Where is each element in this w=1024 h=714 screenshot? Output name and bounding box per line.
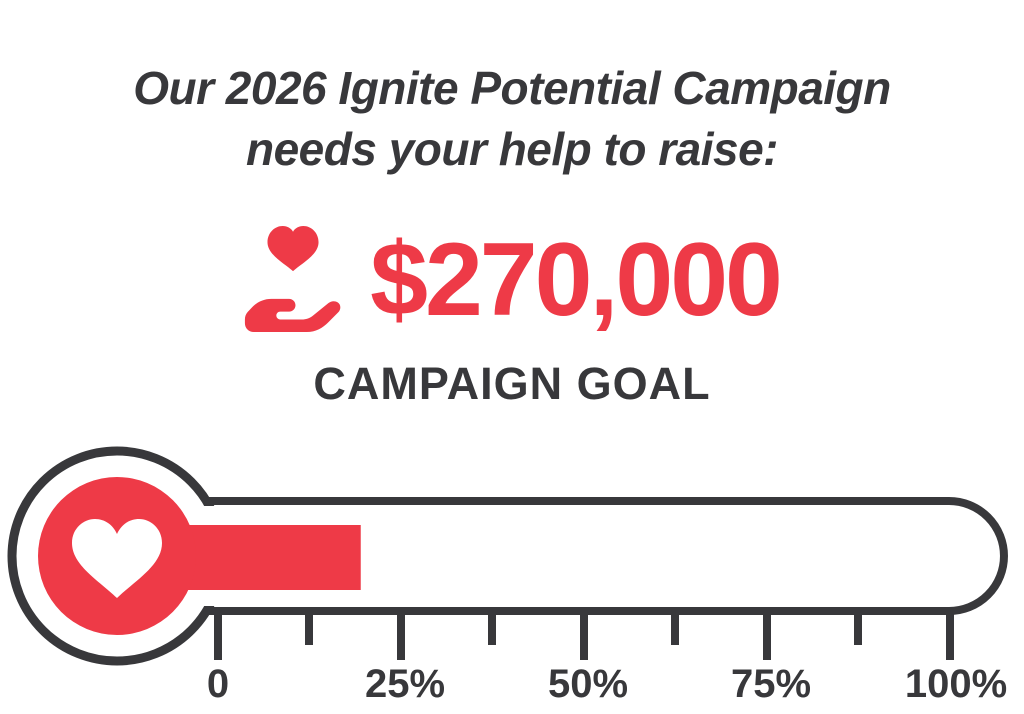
heart-glyph [267,226,319,272]
axis-label-100: 100% [905,662,1007,704]
thermometer-chart: 0 25% 50% 75% 100% [7,446,1008,704]
goal-amount: $270,000 [370,222,783,338]
axis-label-50: 50% [548,662,628,704]
campaign-title-line2: needs your help to raise: [246,123,778,175]
heart-in-hand-icon [244,226,344,334]
campaign-title-line1: Our 2026 Ignite Potential Campaign [133,62,891,114]
axis-label-75: 75% [731,662,811,704]
goal-amount-row: $270,000 [0,226,1024,334]
campaign-title: Our 2026 Ignite Potential Campaign needs… [0,58,1024,180]
open-hand-glyph [245,298,341,333]
major-ticks [214,609,954,660]
heart-icon [72,519,162,598]
minor-ticks [305,609,862,645]
thermometer-tube [146,497,1008,615]
axis-label-25: 25% [365,662,445,704]
axis-labels: 0 25% 50% 75% 100% [207,662,1007,704]
goal-label: CAMPAIGN GOAL [313,358,711,409]
axis-label-0: 0 [207,662,229,704]
